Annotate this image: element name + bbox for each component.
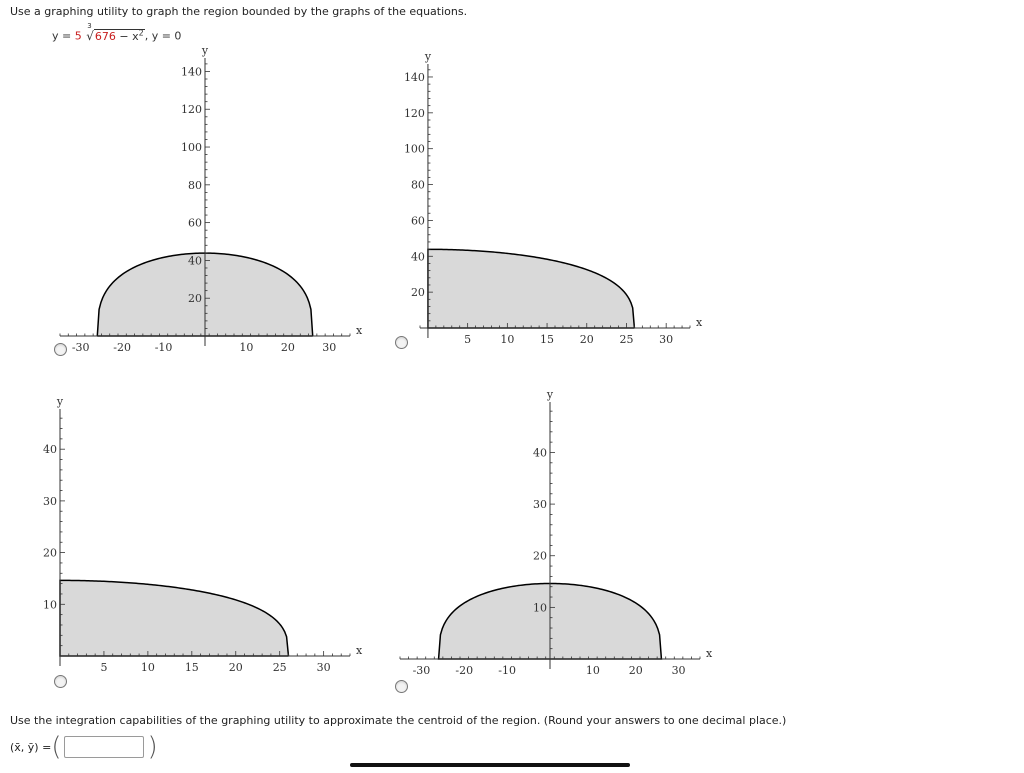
x-tick-label: -20 — [113, 341, 131, 354]
y-tick-label: 20 — [188, 292, 202, 305]
y-tick-label: 60 — [188, 217, 202, 230]
y-tick-label: 100 — [181, 141, 202, 154]
y-axis-label: y — [56, 395, 64, 408]
x-tick-label: 10 — [586, 664, 600, 677]
graph-choice-b: 5 10 15 20 25 30 20 40 60 80 100 120 140 x y — [404, 50, 703, 346]
centroid-question: Use the integration capabilities of the … — [10, 714, 787, 727]
equation-tail: , y = 0 — [144, 29, 182, 43]
x-tick-label: 10 — [500, 333, 514, 346]
y-tick-label: 40 — [188, 254, 202, 267]
root-index: 3 — [87, 22, 92, 30]
graph-choice-c: 5 10 15 20 25 30 10 20 30 40 x y — [43, 395, 363, 674]
x-tick-label: -20 — [455, 664, 473, 677]
x-tick-label: 30 — [317, 661, 331, 674]
x-tick-label: 10 — [239, 341, 253, 354]
x-tick-label: 5 — [464, 333, 471, 346]
y-tick-label: 120 — [181, 103, 202, 116]
x-axis-label: x — [356, 324, 363, 337]
x-tick-label: -30 — [72, 341, 90, 354]
open-paren: ( — [51, 732, 62, 762]
graph-choice-d: -30 -20 -10 10 20 30 10 20 30 40 x y — [399, 388, 713, 677]
equation-coefficient: 5 — [74, 29, 82, 43]
radio-choice-c[interactable] — [54, 675, 67, 688]
radio-choice-d[interactable] — [395, 680, 408, 693]
y-tick-label: 20 — [533, 550, 547, 563]
cube-root: 3 √676 − x2 — [85, 22, 145, 43]
y-tick-label: 140 — [181, 65, 202, 78]
y-tick-label: 140 — [404, 71, 425, 84]
y-tick-label: 60 — [411, 214, 425, 227]
y-tick-label: 120 — [404, 107, 425, 120]
radio-choice-b[interactable] — [395, 336, 408, 349]
x-tick-label: 20 — [580, 333, 594, 346]
centroid-label: (x̄, ȳ) = — [10, 740, 52, 754]
region-area — [427, 248, 636, 329]
y-tick-label: 40 — [411, 250, 425, 263]
x-tick-label: 15 — [185, 661, 199, 674]
y-tick-label: 80 — [188, 179, 202, 192]
home-indicator — [350, 763, 630, 767]
y-tick-label: 10 — [533, 601, 547, 614]
answer-row: (x̄, ȳ) = ( ) — [10, 732, 158, 762]
x-axis-label: x — [356, 644, 363, 657]
equation-lhs: y = — [52, 29, 75, 43]
y-tick-label: 100 — [404, 143, 425, 156]
radicand-variable: − x — [115, 29, 139, 43]
x-tick-label: 5 — [100, 661, 107, 674]
x-tick-label: 10 — [141, 661, 155, 674]
y-tick-label: 20 — [411, 286, 425, 299]
y-tick-label: 30 — [533, 498, 547, 511]
radicand-exponent: 2 — [138, 28, 144, 37]
y-tick-label: 80 — [411, 179, 425, 192]
x-tick-label: 20 — [629, 664, 643, 677]
x-tick-label: -30 — [413, 664, 431, 677]
y-tick-label: 40 — [43, 443, 57, 456]
y-tick-label: 20 — [43, 547, 57, 560]
graph-choice-a: -30 -20 -10 10 20 30 20 40 60 80 100 120 140 x y — [59, 44, 363, 354]
radical-sign-icon: √ — [86, 28, 94, 43]
x-tick-label: -10 — [498, 664, 516, 677]
radicand-constant: 676 — [94, 29, 116, 43]
x-axis-label: x — [696, 316, 703, 329]
x-axis-label: x — [706, 647, 713, 660]
x-tick-label: -10 — [155, 341, 173, 354]
x-tick-label: 30 — [672, 664, 686, 677]
x-tick-label: 25 — [619, 333, 633, 346]
instruction-text: Use a graphing utility to graph the regi… — [10, 5, 468, 18]
x-tick-label: 30 — [659, 333, 673, 346]
radio-choice-a[interactable] — [54, 343, 67, 356]
y-axis-label: y — [201, 44, 209, 57]
equation: y = 5 3 √676 − x2 , y = 0 — [52, 22, 182, 43]
x-tick-label: 20 — [281, 341, 295, 354]
y-axis-label: y — [546, 388, 554, 401]
y-axis-label: y — [424, 50, 432, 63]
y-tick-label: 40 — [533, 446, 547, 459]
region-area — [59, 579, 290, 657]
x-tick-label: 30 — [322, 341, 336, 354]
y-tick-label: 30 — [43, 495, 57, 508]
x-tick-label: 20 — [229, 661, 243, 674]
x-tick-label: 25 — [273, 661, 287, 674]
y-tick-label: 10 — [43, 598, 57, 611]
close-paren: ) — [147, 732, 158, 762]
centroid-input[interactable] — [64, 736, 145, 758]
x-tick-label: 15 — [540, 333, 554, 346]
